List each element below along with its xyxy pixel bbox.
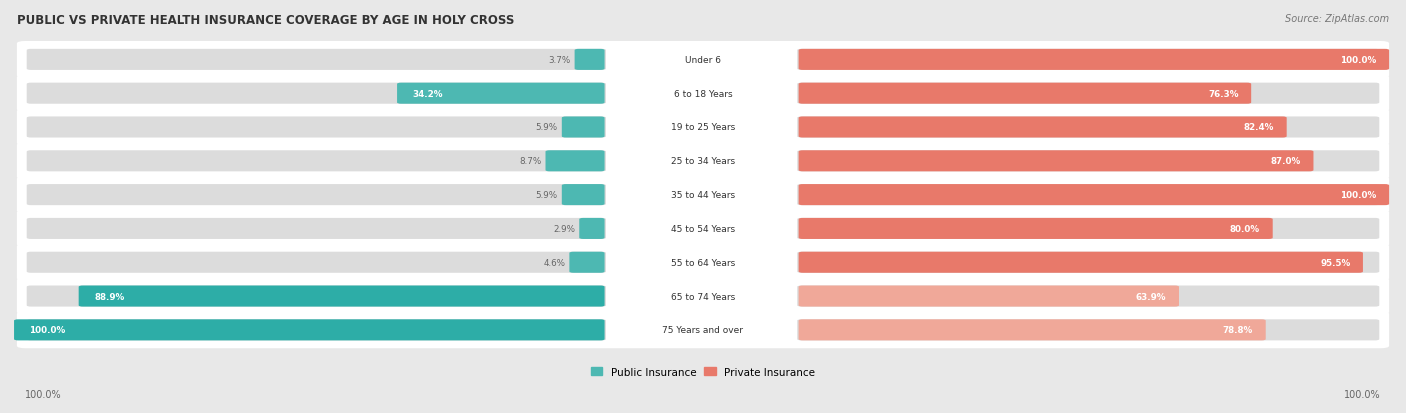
Text: 2.9%: 2.9% — [553, 224, 575, 233]
Text: 3.7%: 3.7% — [548, 56, 571, 65]
Text: 87.0%: 87.0% — [1271, 157, 1301, 166]
Text: 100.0%: 100.0% — [1340, 56, 1376, 65]
FancyBboxPatch shape — [797, 83, 1379, 104]
Text: 65 to 74 Years: 65 to 74 Years — [671, 292, 735, 301]
FancyBboxPatch shape — [17, 211, 1389, 247]
FancyBboxPatch shape — [797, 117, 1379, 138]
FancyBboxPatch shape — [27, 50, 606, 71]
FancyBboxPatch shape — [396, 83, 605, 104]
FancyBboxPatch shape — [27, 320, 606, 341]
FancyBboxPatch shape — [27, 117, 606, 138]
Text: 100.0%: 100.0% — [1340, 191, 1376, 199]
FancyBboxPatch shape — [799, 286, 1180, 307]
FancyBboxPatch shape — [799, 83, 1251, 104]
FancyBboxPatch shape — [562, 185, 605, 206]
Text: 100.0%: 100.0% — [1344, 389, 1381, 399]
FancyBboxPatch shape — [575, 50, 605, 71]
FancyBboxPatch shape — [799, 50, 1389, 71]
Text: 25 to 34 Years: 25 to 34 Years — [671, 157, 735, 166]
FancyBboxPatch shape — [799, 320, 1265, 341]
FancyBboxPatch shape — [799, 117, 1286, 138]
Legend: Public Insurance, Private Insurance: Public Insurance, Private Insurance — [591, 367, 815, 377]
FancyBboxPatch shape — [579, 218, 605, 240]
FancyBboxPatch shape — [17, 244, 1389, 281]
FancyBboxPatch shape — [27, 218, 606, 240]
Text: 8.7%: 8.7% — [519, 157, 541, 166]
Text: 78.8%: 78.8% — [1223, 325, 1253, 335]
Text: Source: ZipAtlas.com: Source: ZipAtlas.com — [1285, 14, 1389, 24]
FancyBboxPatch shape — [14, 320, 605, 341]
Text: 63.9%: 63.9% — [1136, 292, 1167, 301]
Text: Under 6: Under 6 — [685, 56, 721, 65]
Text: 88.9%: 88.9% — [94, 292, 124, 301]
Text: 19 to 25 Years: 19 to 25 Years — [671, 123, 735, 132]
Text: 75 Years and over: 75 Years and over — [662, 325, 744, 335]
FancyBboxPatch shape — [562, 117, 605, 138]
FancyBboxPatch shape — [799, 252, 1362, 273]
Text: 6 to 18 Years: 6 to 18 Years — [673, 90, 733, 98]
FancyBboxPatch shape — [797, 50, 1379, 71]
Text: 80.0%: 80.0% — [1230, 224, 1260, 233]
Text: 100.0%: 100.0% — [25, 389, 62, 399]
Text: PUBLIC VS PRIVATE HEALTH INSURANCE COVERAGE BY AGE IN HOLY CROSS: PUBLIC VS PRIVATE HEALTH INSURANCE COVER… — [17, 14, 515, 27]
FancyBboxPatch shape — [569, 252, 605, 273]
FancyBboxPatch shape — [797, 252, 1379, 273]
Text: 95.5%: 95.5% — [1320, 258, 1350, 267]
Text: 100.0%: 100.0% — [30, 325, 66, 335]
FancyBboxPatch shape — [17, 42, 1389, 78]
FancyBboxPatch shape — [27, 185, 606, 206]
Text: 35 to 44 Years: 35 to 44 Years — [671, 191, 735, 199]
FancyBboxPatch shape — [546, 151, 605, 172]
FancyBboxPatch shape — [797, 185, 1379, 206]
FancyBboxPatch shape — [797, 151, 1379, 172]
FancyBboxPatch shape — [17, 312, 1389, 349]
Text: 45 to 54 Years: 45 to 54 Years — [671, 224, 735, 233]
FancyBboxPatch shape — [799, 151, 1313, 172]
FancyBboxPatch shape — [17, 109, 1389, 146]
Text: 4.6%: 4.6% — [543, 258, 565, 267]
FancyBboxPatch shape — [27, 286, 606, 307]
FancyBboxPatch shape — [799, 185, 1389, 206]
Text: 5.9%: 5.9% — [536, 123, 558, 132]
FancyBboxPatch shape — [797, 286, 1379, 307]
FancyBboxPatch shape — [27, 83, 606, 104]
Text: 76.3%: 76.3% — [1208, 90, 1239, 98]
Text: 55 to 64 Years: 55 to 64 Years — [671, 258, 735, 267]
FancyBboxPatch shape — [17, 177, 1389, 214]
FancyBboxPatch shape — [799, 218, 1272, 240]
FancyBboxPatch shape — [27, 151, 606, 172]
Text: 34.2%: 34.2% — [412, 90, 443, 98]
Text: 5.9%: 5.9% — [536, 191, 558, 199]
FancyBboxPatch shape — [17, 278, 1389, 315]
FancyBboxPatch shape — [797, 320, 1379, 341]
FancyBboxPatch shape — [27, 252, 606, 273]
FancyBboxPatch shape — [797, 218, 1379, 240]
FancyBboxPatch shape — [79, 286, 605, 307]
FancyBboxPatch shape — [17, 76, 1389, 112]
Text: 82.4%: 82.4% — [1244, 123, 1274, 132]
FancyBboxPatch shape — [17, 143, 1389, 180]
